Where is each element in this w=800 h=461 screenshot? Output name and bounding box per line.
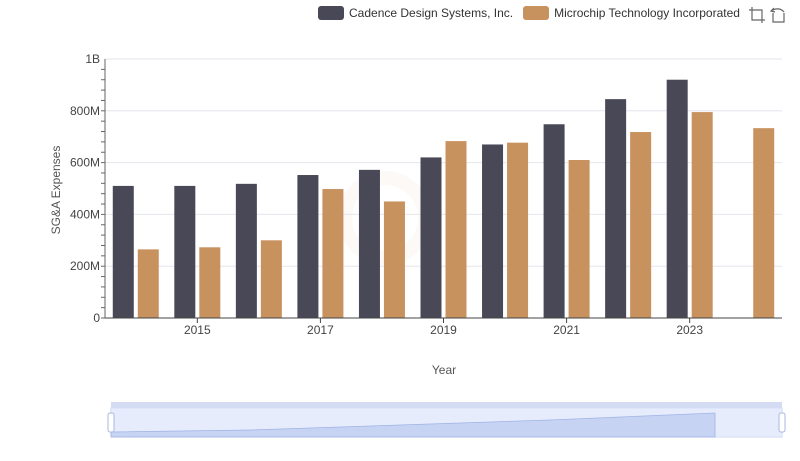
legend-item-microchip[interactable]: Microchip Technology Incorporated [523, 6, 740, 20]
bar-microchip-2019 [445, 141, 467, 318]
y-tick-label: 0 [93, 311, 100, 325]
zoom-box-icon[interactable] [748, 6, 766, 24]
bar-cadence-2016 [235, 183, 257, 318]
y-tick-label: 600M [70, 156, 100, 170]
data-zoom-top-bar[interactable] [111, 402, 782, 408]
data-zoom-slider[interactable] [107, 402, 786, 438]
bar-microchip-2018 [383, 201, 405, 318]
bar-cadence-2018 [358, 169, 380, 318]
bar-cadence-2015 [174, 185, 196, 318]
restore-icon[interactable] [769, 6, 787, 24]
legend-item-cadence[interactable]: Cadence Design Systems, Inc. [318, 6, 513, 20]
bar-cadence-2022 [605, 99, 627, 319]
legend-label-microchip: Microchip Technology Incorporated [554, 6, 740, 20]
bar-microchip-2020 [507, 142, 529, 318]
bar-microchip-2021 [568, 160, 590, 318]
bar-cadence-2023 [666, 79, 688, 318]
data-zoom-handle-right[interactable] [778, 412, 786, 433]
bar-cadence-2017 [297, 175, 319, 318]
legend-swatch-cadence [318, 6, 344, 20]
x-tick-label: 2021 [553, 323, 580, 337]
bar-cadence-2021 [543, 124, 565, 318]
bar-microchip-2014 [137, 249, 159, 318]
x-tick-label: 2015 [184, 323, 211, 337]
chart-legend: Cadence Design Systems, Inc. Microchip T… [318, 2, 750, 24]
y-tick-label: 200M [70, 259, 100, 273]
y-tick-label: 1B [85, 52, 100, 66]
x-axis-title: Year [432, 363, 456, 377]
bar-cadence-2014 [112, 185, 134, 318]
bar-microchip-2017 [322, 189, 344, 318]
bar-microchip-2022 [630, 132, 652, 318]
chart-toolbox [745, 6, 787, 24]
bar-microchip-2024 [753, 128, 775, 318]
data-zoom-preview-area [110, 412, 716, 438]
x-tick-label: 2019 [430, 323, 457, 337]
data-zoom-handle-left[interactable] [107, 412, 115, 433]
y-tick-label: 800M [70, 104, 100, 118]
legend-swatch-microchip [523, 6, 550, 20]
bar-cadence-2020 [482, 144, 504, 318]
x-tick-label: 2017 [307, 323, 334, 337]
bar-microchip-2015 [199, 247, 221, 318]
bar-cadence-2019 [420, 157, 442, 318]
y-axis-title: SG&A Expenses [49, 146, 63, 235]
x-tick-label: 2023 [676, 323, 703, 337]
legend-label-cadence: Cadence Design Systems, Inc. [349, 6, 514, 20]
bar-microchip-2016 [260, 240, 282, 318]
bar-microchip-2023 [691, 112, 713, 318]
y-tick-label: 400M [70, 207, 100, 221]
